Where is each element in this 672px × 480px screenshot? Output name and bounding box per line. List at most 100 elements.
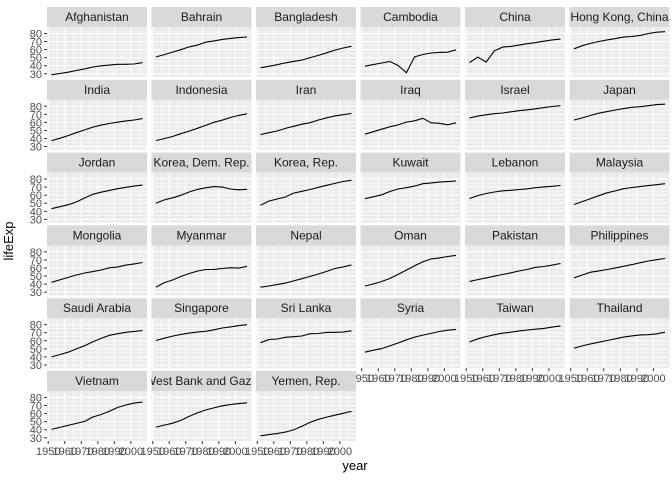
- facet-strip: [256, 371, 356, 391]
- x-tick-label: 1970: [278, 446, 302, 458]
- facet-strip: [47, 7, 147, 27]
- facet-strip-label: Japan: [603, 83, 636, 97]
- facet-strip: [569, 7, 670, 27]
- y-tick-label: 60: [30, 409, 42, 421]
- x-tick-label: 1980: [399, 373, 423, 385]
- facet-strip-label: Yemen, Rep.: [272, 374, 341, 388]
- panel-background: [151, 172, 252, 223]
- panel-background: [256, 391, 356, 441]
- panel-background: [151, 27, 252, 77]
- y-tick-label: 60: [30, 117, 42, 129]
- y-tick-label: 70: [30, 401, 42, 413]
- series-line: [260, 45, 352, 69]
- facet-panel: Philippines: [569, 225, 670, 296]
- y-tick-label: 80: [30, 320, 42, 332]
- series-line: [364, 328, 457, 353]
- facet-strip: [569, 298, 670, 319]
- series-line: [364, 180, 457, 200]
- y-tick-label: 70: [30, 328, 42, 340]
- facet-strip: [151, 298, 252, 319]
- facet-strip-label: Pakistan: [492, 228, 538, 242]
- series-line: [155, 324, 248, 342]
- x-tick-label: 1980: [86, 446, 110, 458]
- x-tick-label: 1990: [102, 446, 126, 458]
- panel-background: [256, 318, 356, 369]
- series-line: [469, 262, 561, 282]
- facet-strip: [256, 79, 356, 100]
- y-tick-label: 40: [30, 206, 42, 218]
- series-line: [260, 112, 352, 136]
- facet-strip-label: Hong Kong, China: [570, 10, 668, 24]
- facet-strip: [47, 152, 147, 173]
- facet-strip: [360, 298, 461, 319]
- y-tick-label: 60: [30, 263, 42, 275]
- x-tick-label: 1970: [487, 373, 511, 385]
- series-line: [469, 325, 561, 343]
- series-line: [51, 62, 143, 76]
- facet-panel: Hong Kong, China: [569, 7, 670, 77]
- facet-panel: West Bank and Gaza 1950196019701980199020…: [140, 371, 252, 458]
- facet-strip: [465, 298, 565, 319]
- y-tick-label: 50: [30, 198, 42, 210]
- facet-strip-label: Vietnam: [75, 374, 119, 388]
- x-tick-label: 1990: [311, 446, 335, 458]
- facet-strip-label: Philippines: [590, 228, 648, 242]
- facet-strip: [465, 152, 565, 173]
- panel-background: [569, 99, 670, 150]
- facet-strip: [47, 298, 147, 319]
- facet-strip: [360, 7, 461, 27]
- y-tick-label: 40: [30, 279, 42, 291]
- x-tick-label: 1970: [592, 373, 616, 385]
- facet-strip: [465, 7, 565, 27]
- facet-panel: Iran: [256, 79, 356, 150]
- facet-strip-label: Sri Lanka: [281, 301, 332, 315]
- x-tick-label: 1980: [295, 446, 319, 458]
- series-line: [51, 118, 143, 142]
- x-tick-label: 1970: [69, 446, 93, 458]
- panel-background: [465, 318, 565, 369]
- panel-background: [151, 99, 252, 150]
- facet-strip-label: Oman: [394, 228, 427, 242]
- panel-background: [47, 27, 147, 77]
- panel-background: [569, 245, 670, 296]
- y-axis-title: lifeExp: [1, 221, 16, 260]
- panel-background: [569, 27, 670, 77]
- panel-background: [256, 172, 356, 223]
- y-tick-label: 30: [30, 142, 42, 154]
- y-tick-label: 30: [30, 433, 42, 445]
- facet-panel: China: [465, 7, 565, 77]
- y-tick-label: 30: [30, 69, 42, 81]
- series-line: [364, 254, 457, 287]
- series-line: [155, 402, 248, 428]
- y-tick-label: 80: [30, 174, 42, 186]
- y-tick-label: 80: [30, 392, 42, 404]
- y-tick-label: 80: [30, 28, 42, 40]
- y-tick-label: 40: [30, 352, 42, 364]
- x-tick-label: 2000: [223, 446, 247, 458]
- x-tick-label: 2000: [432, 373, 456, 385]
- x-tick-label: 1970: [174, 446, 198, 458]
- panel-background: [47, 318, 147, 369]
- series-line: [469, 105, 561, 119]
- facet-panel: Cambodia: [360, 7, 461, 77]
- facet-strip-label: Afghanistan: [65, 10, 128, 24]
- facet-panel: Korea, Rep.: [256, 152, 356, 223]
- x-tick-label: 1960: [471, 373, 495, 385]
- facet-strip-label: Korea, Rep.: [274, 156, 338, 170]
- facet-strip: [256, 152, 356, 173]
- facet-strip: [47, 79, 147, 100]
- y-tick-label: 70: [30, 37, 42, 49]
- y-tick-label: 50: [30, 417, 42, 429]
- facet-strip-label: Israel: [500, 83, 529, 97]
- x-tick-label: 1950: [140, 446, 164, 458]
- y-tick-label: 70: [30, 182, 42, 194]
- facet-strip-label: Jordan: [79, 156, 116, 170]
- panel-background: [151, 391, 252, 441]
- panel-background: [569, 172, 670, 223]
